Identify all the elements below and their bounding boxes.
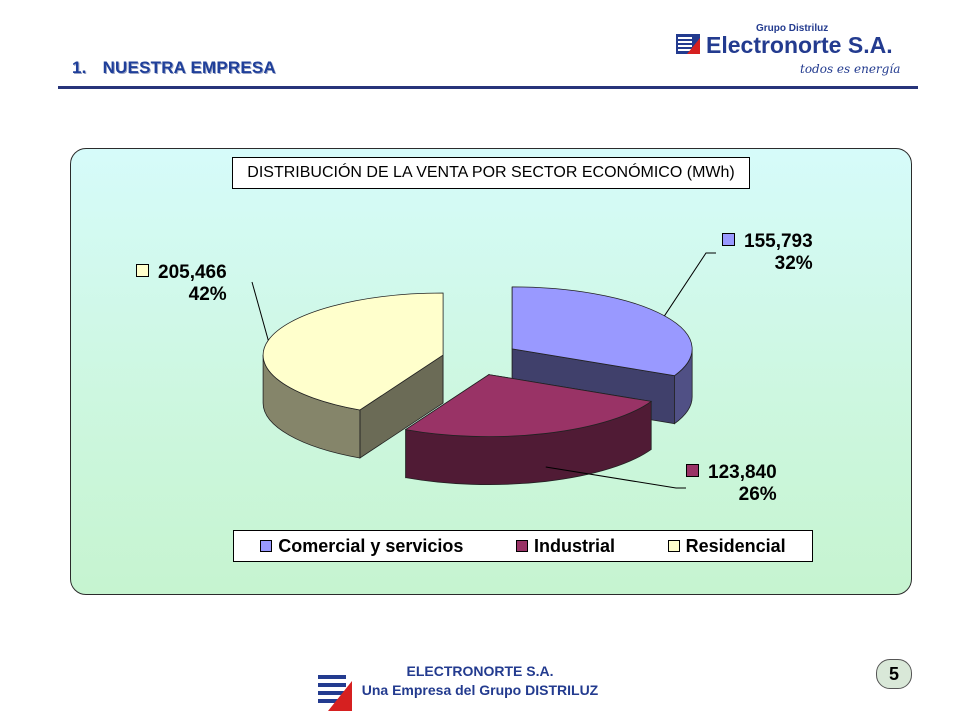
leader-line-industrial (545, 466, 686, 489)
legend-label: Industrial (534, 535, 616, 556)
data-label-value: 205,466 (158, 262, 227, 283)
pie-slice-top (404, 374, 653, 438)
company-logo: Grupo Distriluz Electronorte S.A. todos … (676, 20, 906, 82)
header-rule (58, 86, 918, 89)
data-label-value: 123,840 (708, 462, 777, 483)
data-label-percent: 26% (738, 484, 777, 505)
legend-item-residencial: Residencial (667, 535, 786, 557)
pie-slice-residencial (262, 292, 444, 459)
section-heading: 1. NUESTRA EMPRESA (72, 58, 276, 78)
chart-panel (70, 148, 912, 595)
leader-line-comercial (664, 252, 716, 317)
data-label-comercial: 155,793 32% (722, 231, 813, 275)
legend-item-comercial: Comercial y servicios (260, 536, 463, 557)
data-label-swatch (136, 264, 149, 277)
data-label-percent: 32% (774, 253, 813, 274)
data-label-residencial: 205,466 42% (136, 262, 227, 306)
section-title: NUESTRA EMPRESA (102, 58, 276, 77)
pie-slice-top (511, 286, 693, 377)
data-label-percent: 42% (188, 284, 227, 305)
legend-swatch (667, 540, 680, 552)
legend-label: Comercial y servicios (278, 535, 464, 556)
legend-swatch (516, 540, 529, 552)
chart-title: DISTRIBUCIÓN DE LA VENTA POR SECTOR ECON… (232, 157, 750, 189)
leader-line-residencial (251, 281, 269, 341)
electronorte-logo-icon (676, 34, 700, 54)
distriluz-logo-icon (316, 673, 352, 711)
data-label-swatch (722, 233, 735, 246)
footer-company: ELECTRONORTE S.A. (406, 663, 554, 679)
pie-slice-industrial (404, 373, 653, 486)
page-number-badge: 5 (876, 659, 912, 689)
legend-label: Residencial (685, 535, 786, 556)
legend-swatch (260, 540, 273, 552)
legend-item-industrial: Industrial (516, 536, 615, 557)
chart-legend: Comercial y servicios Industrial Residen… (233, 530, 813, 562)
footer-subtitle: Una Empresa del Grupo DISTRILUZ (361, 682, 599, 698)
data-label-value: 155,793 (744, 231, 813, 252)
data-label-swatch (686, 464, 699, 477)
logo-company-name: Electronorte S.A. (706, 32, 893, 58)
pie-slice-top (262, 292, 444, 411)
data-label-industrial: 123,840 26% (686, 462, 777, 506)
logo-tagline: todos es energía (800, 62, 901, 76)
section-number: 1. (72, 58, 87, 77)
logo-group-name: Grupo Distriluz (756, 23, 829, 34)
